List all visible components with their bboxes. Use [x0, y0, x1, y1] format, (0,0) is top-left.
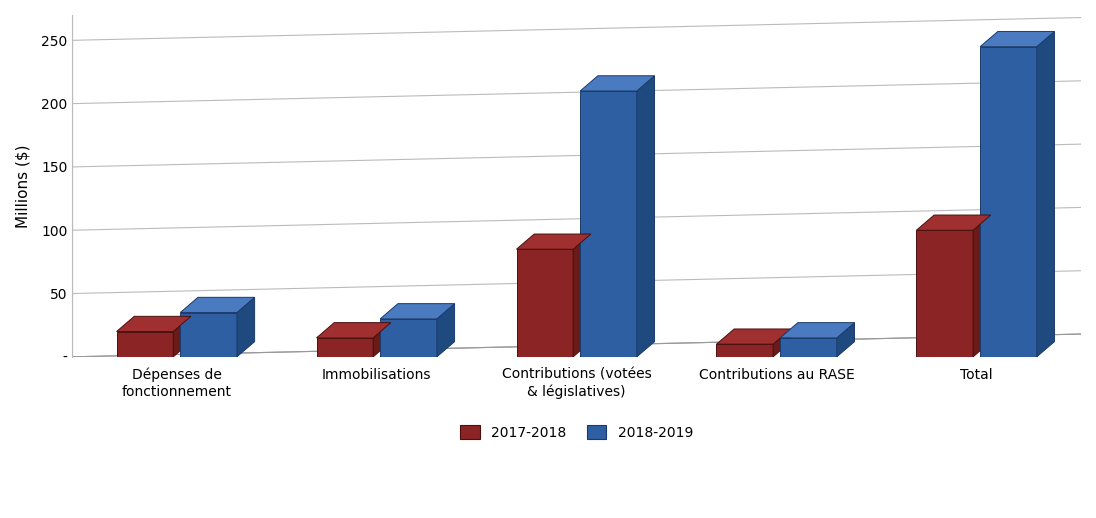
Polygon shape — [437, 304, 455, 357]
Polygon shape — [180, 312, 237, 357]
Polygon shape — [516, 249, 573, 357]
Polygon shape — [373, 323, 391, 357]
Polygon shape — [717, 344, 773, 357]
Legend: 2017-2018, 2018-2019: 2017-2018, 2018-2019 — [455, 420, 698, 445]
Polygon shape — [180, 297, 254, 312]
Polygon shape — [317, 323, 391, 338]
Polygon shape — [580, 76, 654, 91]
Polygon shape — [773, 329, 791, 357]
Polygon shape — [237, 297, 254, 357]
Y-axis label: Millions ($): Millions ($) — [15, 144, 30, 228]
Polygon shape — [637, 76, 654, 357]
Polygon shape — [837, 323, 855, 357]
Polygon shape — [1037, 32, 1054, 357]
Polygon shape — [317, 338, 373, 357]
Polygon shape — [516, 234, 591, 249]
Polygon shape — [973, 215, 991, 357]
Polygon shape — [380, 304, 455, 319]
Polygon shape — [916, 215, 991, 230]
Polygon shape — [573, 234, 591, 357]
Polygon shape — [717, 329, 791, 344]
Polygon shape — [173, 316, 191, 357]
Polygon shape — [380, 319, 437, 357]
Polygon shape — [780, 323, 855, 338]
Polygon shape — [980, 32, 1054, 47]
Polygon shape — [916, 230, 973, 357]
Polygon shape — [780, 338, 837, 357]
Polygon shape — [580, 91, 637, 357]
Polygon shape — [116, 316, 191, 332]
Polygon shape — [116, 332, 173, 357]
Polygon shape — [980, 47, 1037, 357]
